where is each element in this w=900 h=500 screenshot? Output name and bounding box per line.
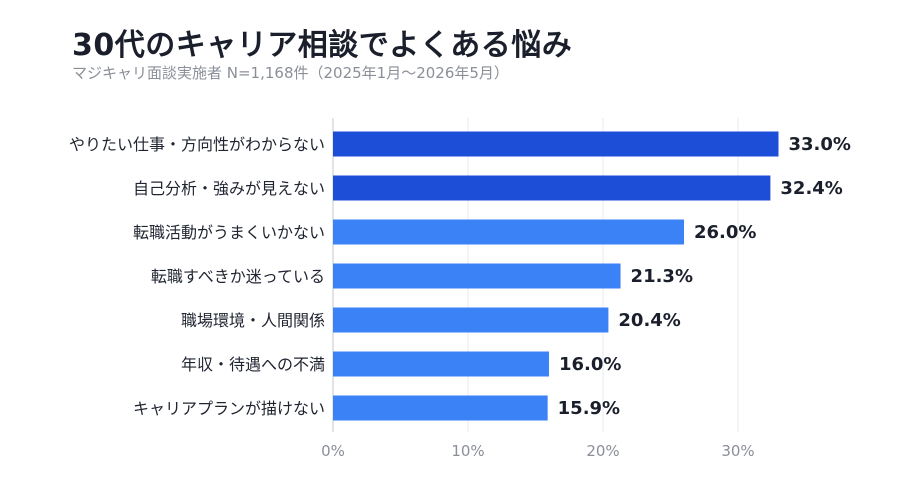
x-tick-label: 0% (321, 442, 345, 460)
category-label: 転職活動がうまくいかない (133, 223, 325, 242)
chart-subtitle: マジキャリ面談実施者 N=1,168件（2025年1月〜2026年5月） (72, 64, 509, 82)
value-label: 21.3% (631, 266, 693, 287)
category-label: 職場環境・人間関係 (181, 311, 325, 330)
bar (333, 351, 549, 377)
x-tick-label: 10% (451, 442, 484, 460)
bar (333, 131, 779, 157)
value-label: 33.0% (789, 134, 851, 155)
category-label: 年収・待遇への不満 (181, 355, 325, 374)
x-tick-label: 20% (586, 442, 619, 460)
category-label: やりたい仕事・方向性がわからない (69, 135, 325, 154)
value-label: 26.0% (694, 222, 756, 243)
bar (333, 263, 621, 289)
bar (333, 307, 609, 333)
value-label: 32.4% (780, 178, 842, 199)
value-label: 15.9% (558, 398, 620, 419)
category-label: 転職すべきか迷っている (151, 267, 325, 286)
bar (333, 219, 684, 245)
value-label: 20.4% (618, 310, 680, 331)
value-label: 16.0% (559, 354, 621, 375)
category-label: 自己分析・強みが見えない (133, 179, 325, 198)
category-label: キャリアプランが描けない (133, 399, 325, 418)
bar (333, 395, 548, 421)
bar (333, 175, 771, 201)
x-tick-label: 30% (721, 442, 754, 460)
chart-title: 30代のキャリア相談でよくある悩み (72, 28, 573, 63)
